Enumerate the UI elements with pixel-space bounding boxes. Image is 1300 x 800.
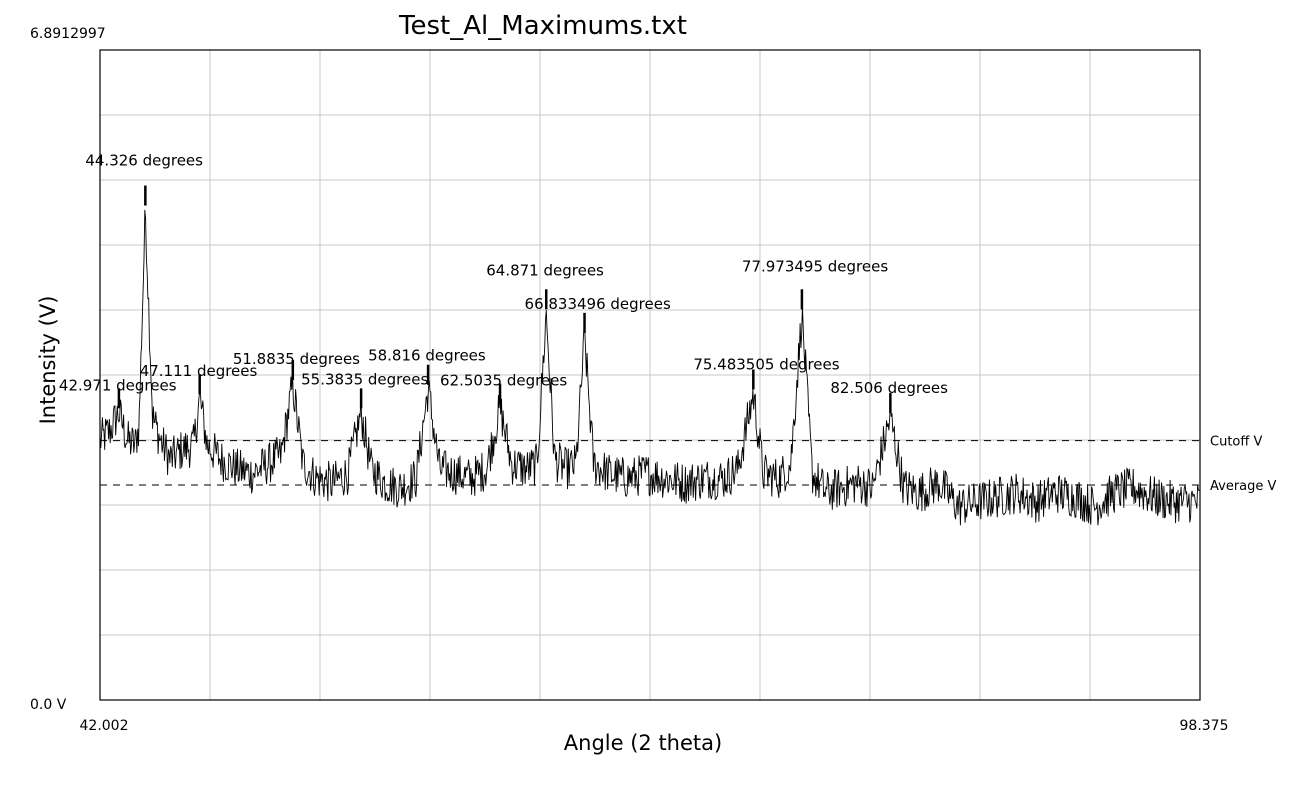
peak-label: 55.3835 degrees	[301, 370, 428, 388]
y-tick-label-min: 0.0 V	[30, 697, 67, 713]
plot-grid	[100, 50, 1200, 700]
peak-label: 42.971 degrees	[59, 376, 177, 394]
reference-line-label: Average V	[1210, 479, 1277, 494]
peak-markers: 42.971 degrees 44.326 degrees 47.111 degre…	[59, 152, 948, 414]
reference-line-label: Cutoff V	[1210, 435, 1262, 450]
peak-label: 47.111 degrees	[140, 362, 258, 380]
plot-frame	[99, 49, 1201, 701]
peak-label: 64.871 degrees	[486, 261, 604, 279]
peak-label: 82.506 degrees	[830, 379, 948, 397]
peak-label: 44.326 degrees	[85, 152, 203, 170]
peak-label: 58.816 degrees	[368, 347, 486, 365]
x-tick-label-min: 42.002	[80, 718, 129, 734]
peak-label: 77.973495 degrees	[742, 257, 888, 275]
chart-title: Test_Al_Maximums.txt	[398, 11, 687, 41]
x-axis-label: Angle (2 theta)	[564, 731, 722, 755]
y-tick-label-max: 6.8912997	[30, 26, 106, 42]
peak-label: 75.483505 degrees	[693, 355, 839, 373]
peak-label: 51.8835 degrees	[233, 350, 360, 368]
peak-label: 62.5035 degrees	[440, 372, 567, 390]
peak-label: 66.833496 degrees	[525, 295, 671, 313]
y-axis-label: Intensity (V)	[36, 296, 60, 425]
series-line-intensity	[99, 209, 1201, 526]
x-tick-label-max: 98.375	[1180, 718, 1229, 734]
